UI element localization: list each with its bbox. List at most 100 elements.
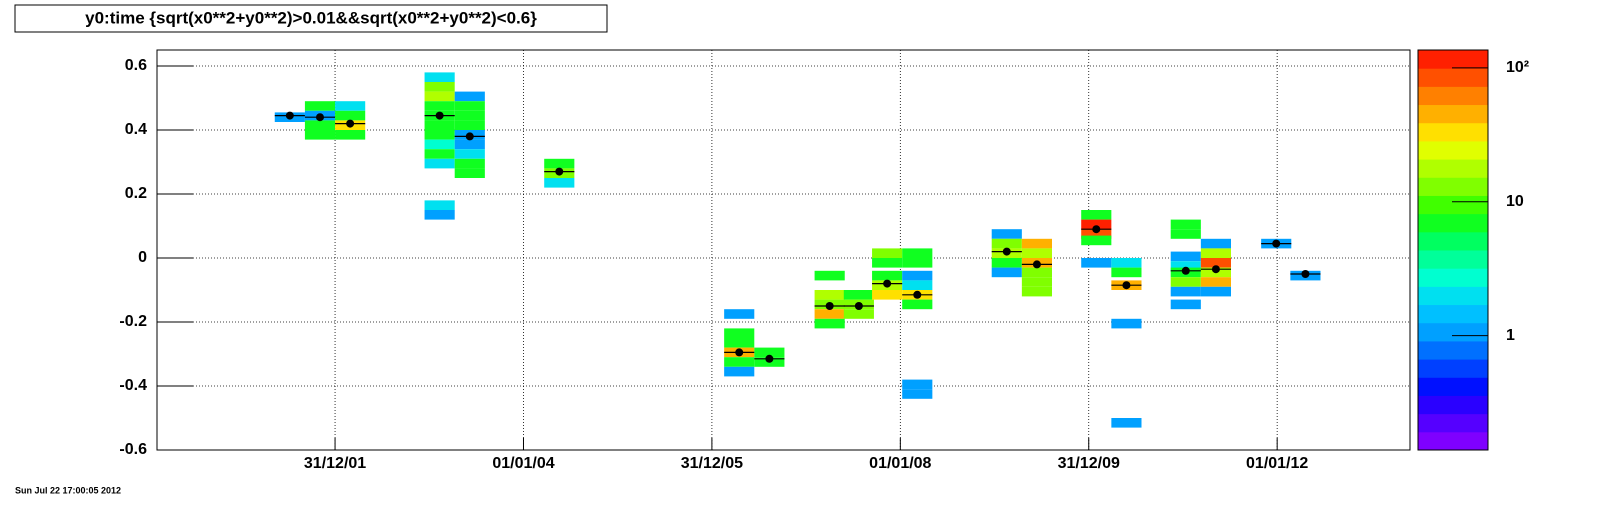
heat-cell [1021,277,1052,287]
heat-cell [335,110,366,121]
y-tick-label: 0.6 [125,57,147,74]
heat-cell [1170,251,1201,262]
profile-point [435,111,444,120]
profile-point [1181,266,1190,275]
z-tick-label: 1 [1506,327,1515,344]
palette-band [1418,104,1488,124]
profile-point [315,113,324,122]
heat-cell [872,248,903,258]
heat-cell [544,158,575,169]
heat-cell [454,120,485,130]
heat-cell [902,280,933,290]
y-tick-label: -0.2 [119,313,147,330]
palette-band [1418,268,1488,287]
heat-cell [424,91,455,102]
heat-cell [304,101,336,111]
heat-cell [454,168,485,178]
heat-cell [1021,248,1052,258]
profile-point [825,302,834,310]
profile-point [465,132,474,141]
heat-cell [724,338,755,348]
profile-point [883,279,892,288]
heat-cell [902,258,933,268]
heat-cell [1021,238,1052,249]
heat-cell [454,101,485,111]
heat-cell [902,299,933,310]
heat-cell [1200,286,1231,297]
heat-cell [1081,219,1112,230]
x-tick-label: 31/12/09 [1058,455,1120,472]
heat-cell [991,229,1022,239]
heat-cell [424,130,455,140]
heat-cell [872,258,903,268]
heat-cell [902,379,933,390]
heat-cell [1170,299,1201,310]
profile-point [1092,225,1101,234]
heat-cell [1111,267,1142,278]
heat-cell [902,389,933,399]
heat-cell [1200,258,1231,268]
palette-band [1418,340,1488,360]
heat-cell [1081,229,1112,239]
y-tick-label: 0.2 [125,185,147,202]
heat-cell [724,366,755,377]
heat-cell [424,82,455,92]
timestamp: Sun Jul 22 17:00:05 2012 [15,485,121,495]
heat-cell [424,72,455,82]
profile-point [346,119,355,128]
palette-band [1418,250,1488,269]
y-tick-label: 0 [138,249,147,266]
z-tick-label: 10² [1506,59,1529,76]
heat-cell [1200,238,1231,249]
profile-point [285,111,294,120]
x-tick-label: 01/01/12 [1246,455,1308,472]
palette-band [1418,213,1488,233]
heat-cell [1170,277,1201,287]
heat-cell [902,248,933,258]
palette-band [1418,159,1488,178]
heat-cell [1200,248,1231,258]
heat-cell [304,130,336,140]
heat-cell [424,139,455,150]
palette-band [1418,195,1488,215]
heat-cell [1200,277,1231,287]
heat-cell [454,149,485,159]
profile-point [735,348,744,357]
palette-band [1418,395,1488,415]
heat-cell [454,110,485,121]
profile-point [555,167,564,176]
palette-band [1418,359,1488,378]
palette-band [1418,50,1488,69]
heat-cell [454,158,485,169]
profile-point [1272,239,1281,248]
heat-cell [1021,267,1052,278]
heat-cell [724,309,755,319]
y-tick-label: -0.4 [119,377,147,394]
y-tick-label: -0.6 [119,441,147,458]
palette-band [1418,322,1488,342]
heat-cell [872,290,903,300]
heat-cell [814,290,845,300]
heat-cell [902,270,933,281]
z-tick-label: 10 [1506,193,1524,210]
heat-cell [335,130,366,140]
heat-cell [1111,318,1142,329]
profile-point [1122,281,1131,290]
heat-cell [843,309,874,319]
heat-cell [1170,229,1201,239]
heat-cell [424,101,455,111]
palette-band [1418,304,1488,324]
heat-cell [814,318,845,329]
profile-point [854,302,863,310]
heat-cell [814,270,845,281]
profile-point [765,354,774,363]
chart-title: y0:time {sqrt(x0**2+y0**2)>0.01&&sqrt(x0… [85,8,537,27]
heat-cell [991,258,1022,268]
heat-cell [1170,261,1201,271]
profile-point [1032,260,1041,269]
x-tick-label: 31/12/05 [681,455,743,472]
heat-cell [1111,258,1142,268]
heat-cell [1081,235,1112,246]
colorbar-border [1417,49,1489,451]
